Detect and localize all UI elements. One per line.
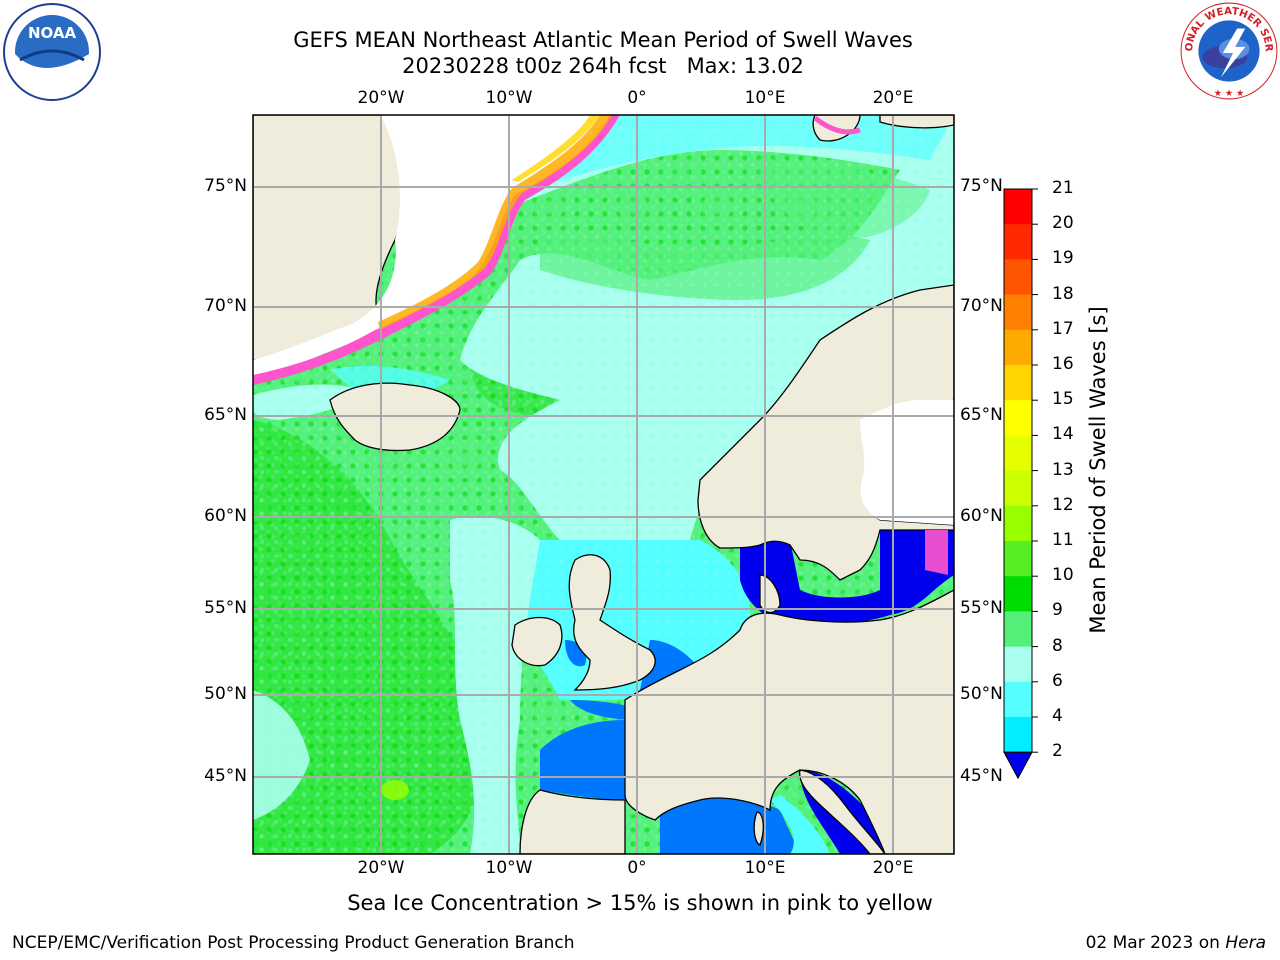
- lat-label: 60°N: [960, 506, 1003, 526]
- lon-label: 10°W: [485, 88, 533, 108]
- noaa-logo: NOAA: [3, 3, 101, 101]
- colorbar-bin: [1004, 189, 1032, 225]
- lat-label: 45°N: [960, 766, 1003, 786]
- map-graticule: [253, 115, 954, 854]
- svg-text:★ ★ ★: ★ ★ ★: [1214, 88, 1245, 99]
- lat-label: 50°N: [204, 684, 247, 704]
- colorbar-tick-label: 6: [1052, 670, 1063, 691]
- colorbar-tick-label: 8: [1052, 635, 1063, 656]
- continental-europe: [624, 589, 954, 854]
- ocean-field-blue-biscay: [540, 720, 625, 800]
- lon-label: 20°E: [872, 858, 914, 878]
- lon-label: 0°: [627, 858, 647, 878]
- colorbar-bin: [1004, 646, 1032, 683]
- italy: [799, 769, 886, 854]
- colorbar-tick-label: 4: [1052, 706, 1063, 726]
- colorbar-extend-arrow: [1003, 751, 1033, 780]
- colorbar-tick-label: 10: [1052, 565, 1074, 586]
- title-line-2: 20230228 t00z 264h fcst Max: 13.02: [402, 54, 804, 78]
- colorbar-tick-label: 21: [1052, 178, 1074, 198]
- colorbar-tick-label: 11: [1052, 530, 1074, 550]
- lat-label: 70°N: [204, 296, 247, 316]
- baltic-ice-white: [860, 400, 954, 525]
- lat-label: 60°N: [204, 506, 247, 526]
- lon-label: 10°E: [744, 88, 786, 108]
- colorbar-tick-label: 20: [1052, 213, 1074, 234]
- footer-host: Hera: [1225, 933, 1266, 953]
- map-frame: [252, 114, 955, 855]
- colorbar-bin: [1004, 294, 1032, 331]
- lat-label: 55°N: [960, 598, 1003, 618]
- colorbar-bin: [1004, 365, 1032, 401]
- title-line-1: GEFS MEAN Northeast Atlantic Mean Period…: [293, 28, 913, 52]
- lon-label: 0°: [627, 88, 647, 108]
- colorbar-bin: [1004, 681, 1032, 718]
- lat-label: 75°N: [204, 176, 247, 196]
- colorbar-tick-label: 9: [1052, 600, 1063, 621]
- lon-label: 20°E: [872, 88, 914, 108]
- footer-date: 02 Mar 2023 on Hera: [1085, 933, 1266, 953]
- colorbar-bin: [1004, 435, 1032, 472]
- sea-ice-note: Sea Ice Concentration > 15% is shown in …: [347, 891, 933, 915]
- great-britain: [568, 554, 656, 691]
- colorbar-tick-label: 19: [1052, 248, 1074, 269]
- lon-label: 10°W: [485, 858, 533, 878]
- colorbar-bin: [1004, 259, 1032, 296]
- lat-label: 55°N: [204, 598, 247, 618]
- colorbar-bin: [1004, 611, 1032, 648]
- colorbar-tick-label: 18: [1052, 283, 1074, 304]
- colorbar-bin: [1004, 470, 1032, 507]
- lat-label: 45°N: [204, 766, 247, 786]
- lon-label: 20°W: [357, 88, 405, 108]
- colorbar-tick-label: 13: [1052, 459, 1074, 480]
- colorbar-bin: [1004, 329, 1032, 366]
- colorbar-bin: [1004, 541, 1032, 577]
- colorbar: [1003, 188, 1038, 780]
- map-field: [253, 115, 954, 854]
- colorbar-bin: [1004, 717, 1032, 753]
- lat-label: 70°N: [960, 296, 1003, 316]
- colorbar-bin: [1004, 505, 1032, 542]
- colorbar-bin: [1004, 400, 1032, 436]
- colorbar-bin: [1004, 576, 1032, 612]
- lon-label: 10°E: [744, 858, 786, 878]
- lat-label: 65°N: [204, 405, 247, 425]
- iberia: [519, 789, 626, 854]
- footer-credit: NCEP/EMC/Verification Post Processing Pr…: [12, 933, 575, 953]
- lon-label: 20°W: [357, 858, 405, 878]
- colorbar-tick-label: 12: [1052, 494, 1074, 515]
- lat-label: 50°N: [960, 684, 1003, 704]
- colorbar-tick-label: 15: [1052, 389, 1074, 410]
- colorbar-tick-label: 2: [1052, 741, 1063, 762]
- lat-label: 65°N: [960, 405, 1003, 425]
- colorbar-bin: [1004, 224, 1032, 260]
- ocean-field-baltic: [740, 530, 954, 624]
- colorbar-title: Mean Period of Swell Waves [s]: [1086, 306, 1110, 634]
- colorbar-tick-label: 14: [1052, 424, 1074, 445]
- nws-logo: NATIONAL WEATHER SERVICE ★ ★ ★: [1178, 0, 1278, 100]
- lat-label: 75°N: [960, 176, 1003, 196]
- ireland: [511, 616, 563, 667]
- colorbar-tick-label: 17: [1052, 318, 1074, 339]
- svg-text:NOAA: NOAA: [28, 24, 77, 42]
- colorbar-tick-label: 16: [1052, 354, 1074, 374]
